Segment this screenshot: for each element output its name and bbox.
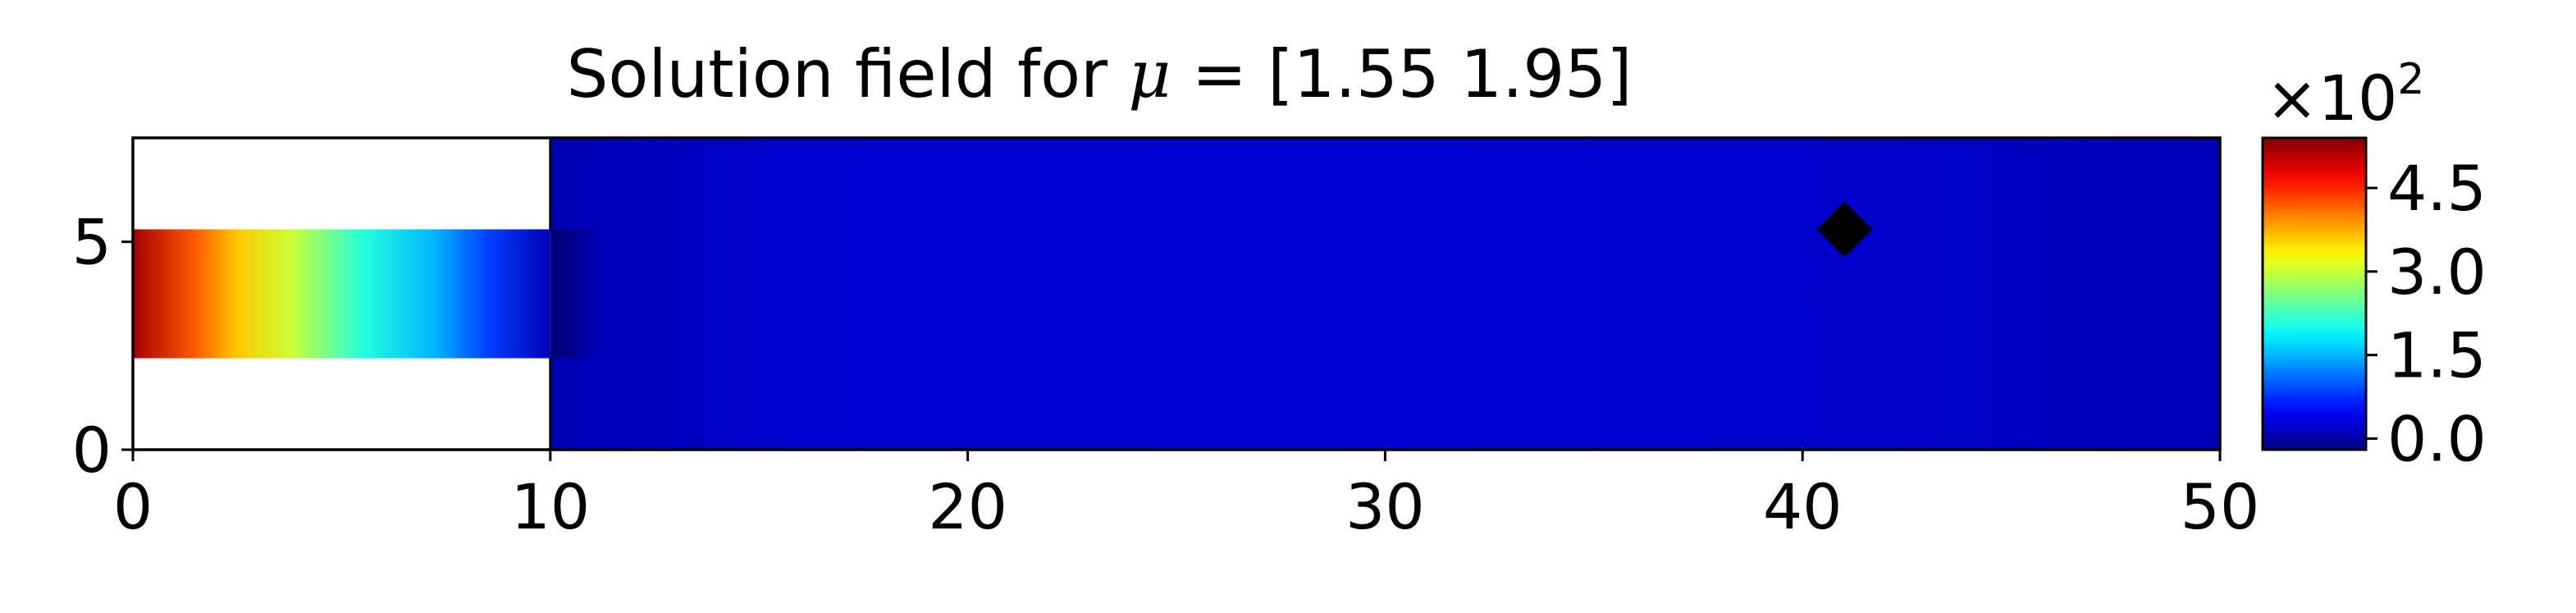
x-tick-label: 50: [2181, 470, 2260, 543]
x-tick-label: 0: [113, 470, 153, 543]
colorbar-scale: [2261, 136, 2368, 451]
x-tick-label: 40: [1763, 470, 1843, 543]
x-tick-label: 30: [1345, 470, 1425, 543]
plot-area: [131, 136, 2222, 451]
colorbar: 0.0 1.5 3.0 4.5 ×102: [2261, 55, 2487, 475]
axes-frame: [131, 136, 2222, 451]
colorbar-tick-label: 4.5: [2387, 152, 2487, 225]
chamber-field: [550, 138, 2220, 450]
channel-field: [133, 229, 550, 359]
colorbar-multiplier: ×102: [2266, 55, 2424, 135]
colorbar-tick-label: 3.0: [2387, 236, 2487, 309]
probe-marker: [1816, 201, 1873, 258]
inlet-wake: [550, 229, 601, 359]
y-tick-label: 0: [72, 414, 112, 487]
chart-title: Solution field for μ = [1.55 1.95]: [567, 36, 1633, 112]
y-tick-label: 5: [72, 206, 112, 279]
y-axis: 05: [72, 206, 133, 487]
x-tick-label: 10: [510, 470, 590, 543]
colorbar-tick-label: 1.5: [2387, 319, 2487, 392]
x-tick-label: 20: [928, 470, 1007, 543]
x-axis: 0 10 20 30 40 50: [113, 450, 2260, 543]
colorbar-tick-label: 0.0: [2387, 402, 2487, 475]
